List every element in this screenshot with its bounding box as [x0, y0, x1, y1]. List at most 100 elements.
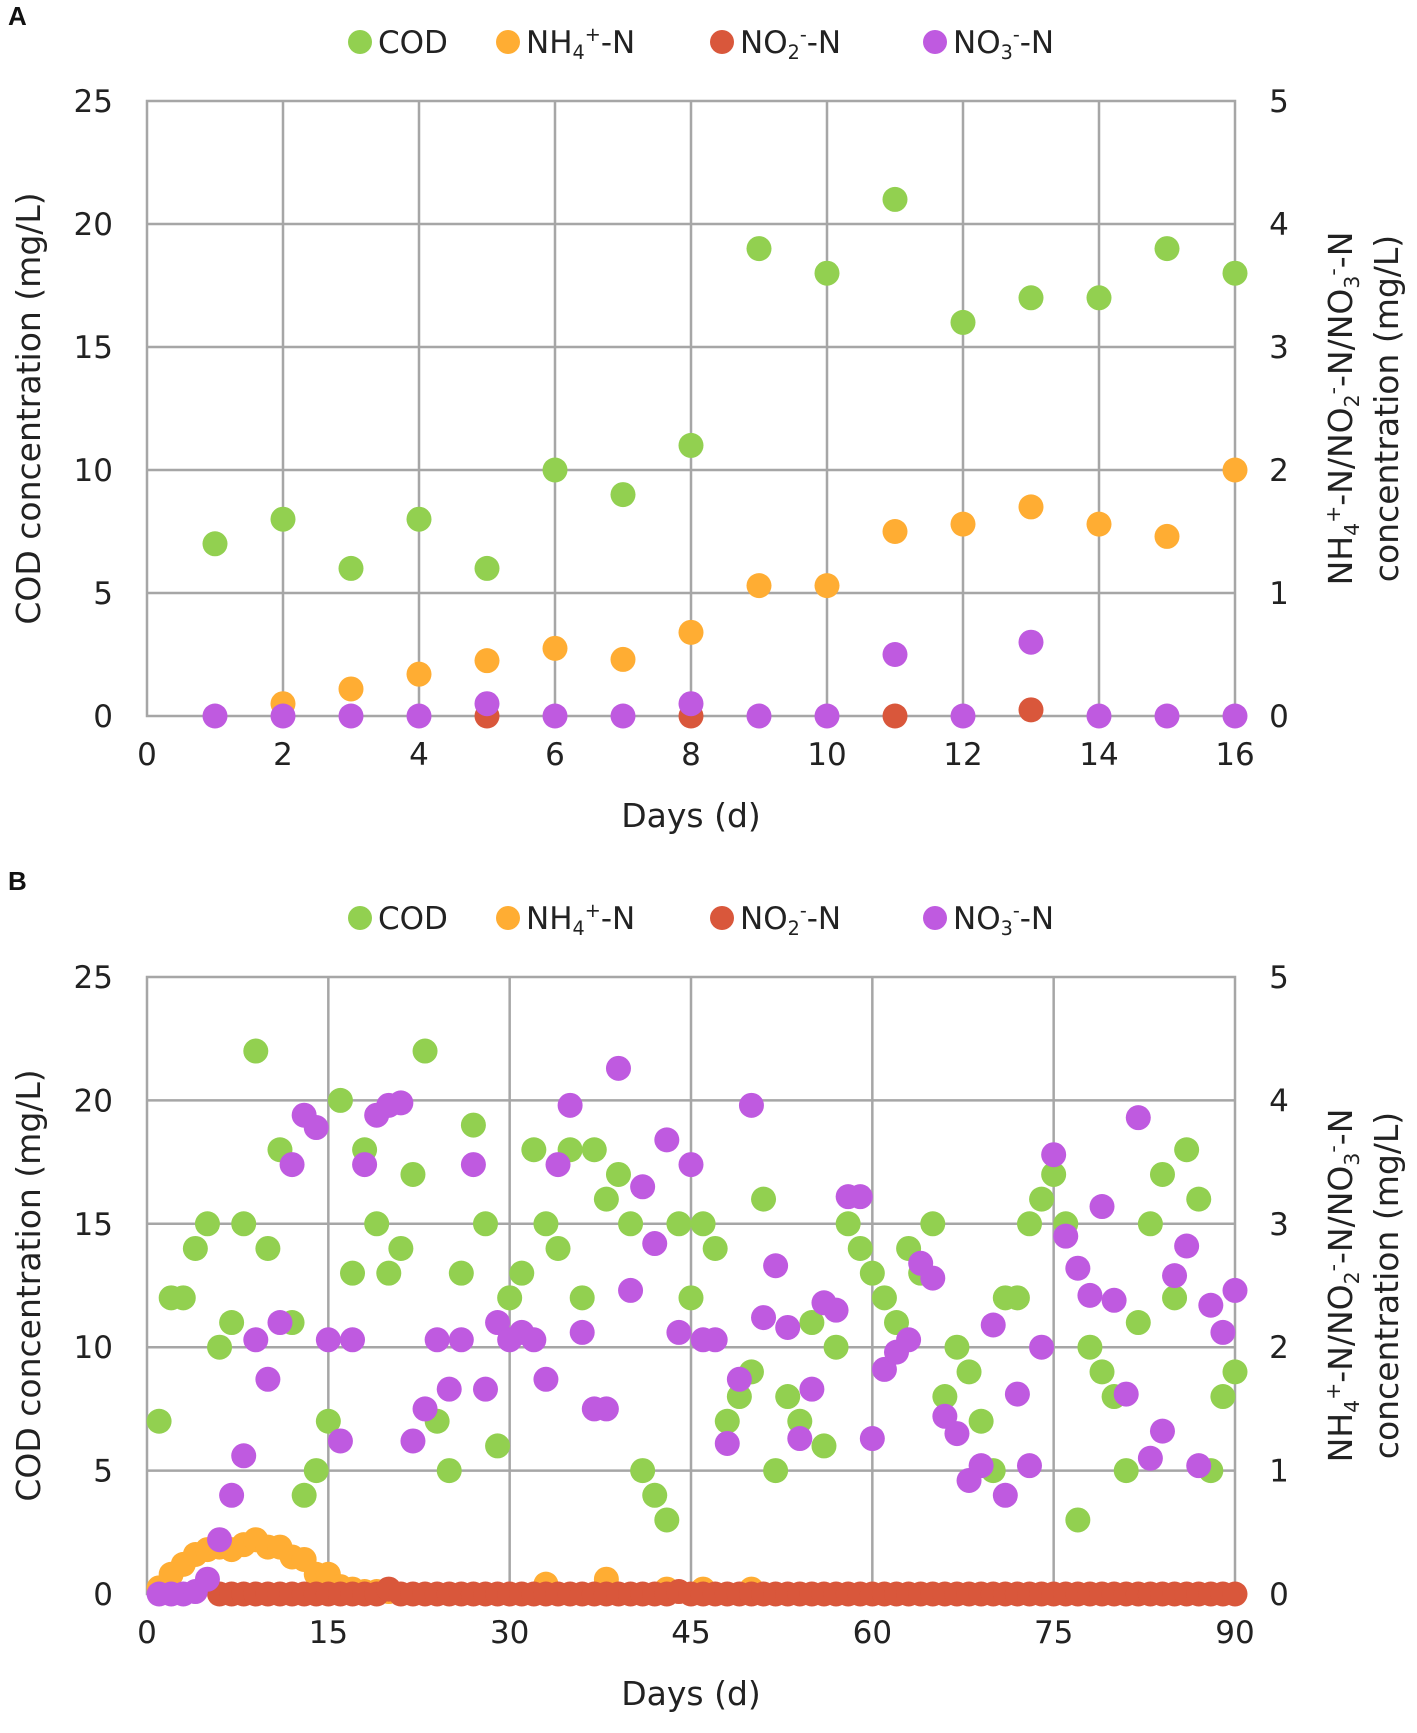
- data-point: [542, 635, 568, 661]
- data-point: [654, 1507, 680, 1533]
- y-tick-label: 15: [74, 1207, 113, 1243]
- data-point: [207, 1334, 233, 1360]
- data-point: [882, 642, 908, 667]
- data-point: [896, 1327, 922, 1353]
- data-point: [787, 1426, 813, 1452]
- data-point: [279, 1152, 305, 1178]
- data-point: [775, 1384, 801, 1410]
- data-point: [847, 1235, 873, 1261]
- y-tick-label: 25: [74, 84, 113, 120]
- legend-marker: [923, 30, 947, 54]
- data-point: [315, 1408, 341, 1434]
- data-point: [738, 1092, 764, 1118]
- data-point: [474, 555, 500, 581]
- data-point: [751, 1186, 777, 1212]
- data-point: [170, 1285, 196, 1311]
- data-point: [521, 1137, 547, 1163]
- data-point: [533, 1211, 559, 1237]
- legend-marker: [496, 30, 520, 54]
- data-point: [690, 1211, 716, 1237]
- data-point: [605, 1161, 631, 1187]
- data-point: [956, 1359, 982, 1385]
- data-point: [630, 1174, 656, 1200]
- x-tick-label: 12: [943, 737, 982, 773]
- data-point: [746, 236, 772, 262]
- y-tick-label: 0: [93, 699, 113, 735]
- legend-label: NH4+-N: [526, 23, 635, 64]
- x-tick-label: 45: [671, 1615, 710, 1651]
- data-point: [823, 1334, 849, 1360]
- data-point: [1149, 1418, 1175, 1444]
- legend-marker: [710, 906, 734, 930]
- y2-tick-label: 5: [1269, 84, 1289, 120]
- data-point: [1029, 1186, 1055, 1212]
- y-tick-label: 5: [93, 576, 113, 612]
- legend-label: COD: [378, 901, 448, 937]
- data-point: [340, 1260, 366, 1286]
- y-tick-label: 0: [93, 1577, 113, 1613]
- series-no3-n: [146, 1055, 1248, 1607]
- data-point: [1149, 1161, 1175, 1187]
- data-point: [799, 1376, 825, 1402]
- data-point: [1125, 1310, 1151, 1336]
- data-point: [270, 703, 296, 729]
- data-point: [811, 1433, 837, 1459]
- series-cod: [202, 186, 1248, 581]
- data-point: [678, 1285, 704, 1311]
- data-point: [569, 1319, 595, 1345]
- data-point: [448, 1327, 474, 1353]
- data-point: [618, 1211, 644, 1237]
- y-tick-label: 5: [93, 1454, 113, 1490]
- y2-axis-title-line1: NH4+-N/NO2--N/NO3--N: [1321, 232, 1364, 586]
- data-point: [207, 1527, 233, 1553]
- data-point: [376, 1260, 402, 1286]
- data-point: [980, 1312, 1006, 1338]
- data-point: [1125, 1105, 1151, 1131]
- data-point: [1210, 1319, 1236, 1345]
- data-point: [799, 1310, 825, 1336]
- data-point: [1086, 285, 1112, 311]
- y2-tick-label: 2: [1269, 1330, 1289, 1366]
- y2-tick-label: 4: [1269, 1083, 1289, 1119]
- data-point: [746, 573, 772, 599]
- data-point: [1222, 1581, 1248, 1607]
- data-point: [474, 648, 500, 674]
- y2-tick-label: 0: [1269, 1577, 1289, 1613]
- data-point: [424, 1327, 450, 1353]
- data-point: [950, 511, 976, 537]
- data-point: [460, 1152, 486, 1178]
- data-point: [1186, 1453, 1212, 1479]
- legend-marker: [348, 30, 372, 54]
- x-tick-label: 6: [545, 737, 565, 773]
- data-point: [859, 1260, 885, 1286]
- data-point: [202, 703, 228, 729]
- data-point: [1198, 1292, 1224, 1318]
- data-point: [618, 1277, 644, 1303]
- data-point: [1018, 494, 1044, 520]
- y-tick-label: 15: [74, 330, 113, 366]
- data-point: [327, 1428, 353, 1454]
- data-point: [542, 703, 568, 729]
- data-point: [1174, 1137, 1200, 1163]
- data-point: [1113, 1458, 1139, 1484]
- data-point: [847, 1184, 873, 1210]
- data-point: [835, 1211, 861, 1237]
- data-point: [944, 1421, 970, 1447]
- data-point: [509, 1260, 535, 1286]
- data-point: [533, 1366, 559, 1392]
- data-point: [1018, 629, 1044, 655]
- data-point: [1137, 1445, 1163, 1471]
- data-point: [364, 1211, 390, 1237]
- data-point: [726, 1384, 752, 1410]
- data-point: [714, 1430, 740, 1456]
- data-point: [932, 1384, 958, 1410]
- x-tick-label: 30: [490, 1615, 529, 1651]
- data-point: [291, 1482, 317, 1508]
- data-point: [1029, 1334, 1055, 1360]
- data-point: [968, 1453, 994, 1479]
- data-point: [460, 1112, 486, 1138]
- data-point: [1077, 1334, 1103, 1360]
- data-point: [678, 691, 704, 717]
- y2-axis-title-line1: NH4+-N/NO2--N/NO3--N: [1321, 1109, 1364, 1463]
